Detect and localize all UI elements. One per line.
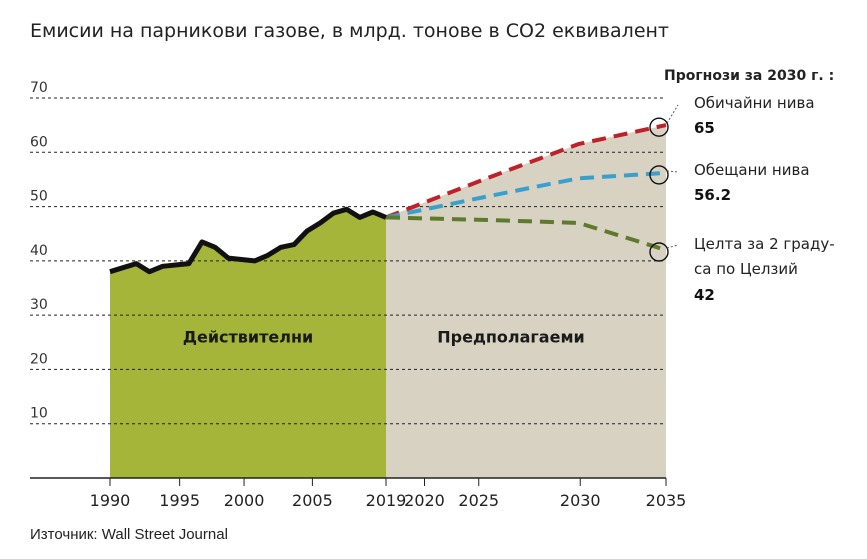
actual-layer: [109, 206, 387, 275]
projection-label: Обичайни нива: [694, 94, 815, 112]
projection-line: [385, 170, 667, 220]
projection-label: Целта за 2 граду-: [694, 235, 835, 253]
projection-line: [385, 123, 667, 220]
x-tick-label: 2019: [366, 491, 407, 510]
actual-line: [109, 206, 387, 275]
projection-label: Обещани нива: [694, 161, 810, 179]
projection-line: [385, 215, 667, 252]
callout-layer: Прогнози за 2030 г. : Обичайни нива 65 Обещ…: [649, 68, 835, 304]
projection-layer: [385, 123, 667, 252]
chart-title: Емисии на парникови газове, в млрд. тоно…: [30, 20, 669, 42]
leader-line: [666, 244, 679, 249]
x-tick-label: 1995: [159, 491, 200, 510]
y-tick-label: 30: [30, 297, 48, 313]
region-label-forecast: Предполагаеми: [437, 327, 584, 346]
endpoint-circle: [649, 242, 669, 262]
projection-label: са по Целзий: [694, 260, 798, 278]
y-tick-label: 10: [30, 406, 48, 422]
x-tick-label: 2020: [404, 491, 445, 510]
region-label-actual: Действителни: [183, 327, 314, 346]
region-actual: [110, 209, 386, 479]
x-tick-label: 2000: [224, 491, 265, 510]
y-tick-label: 50: [30, 189, 48, 205]
region-layer: [110, 125, 666, 479]
projection-value: 65: [694, 119, 715, 137]
y-tick-labels: 70 60 50 40 30 20 10: [30, 80, 48, 422]
x-tick-label: 2030: [560, 491, 601, 510]
region-labels: Действителни Предполагаеми: [183, 327, 585, 346]
endpoint-circle: [649, 165, 669, 185]
y-tick-label: 20: [30, 351, 48, 367]
x-tick-label: 2025: [458, 491, 499, 510]
forecast-header: Прогнози за 2030 г. :: [664, 68, 834, 84]
y-tick-label: 70: [30, 80, 48, 96]
projection-value: 56.2: [694, 186, 731, 204]
x-tick-label: 2005: [292, 491, 333, 510]
y-tick-label: 60: [30, 134, 48, 150]
y-tick-label: 40: [30, 243, 48, 259]
x-tick-label: 1990: [90, 491, 131, 510]
leader-line: [666, 104, 679, 124]
projection-value: 42: [694, 286, 715, 304]
region-forecast: [386, 125, 666, 478]
leader-line: [666, 170, 679, 173]
endpoint-circle: [649, 117, 669, 137]
x-tick-label: 2035: [646, 491, 687, 510]
source-note: Източник: Wall Street Journal: [30, 526, 228, 543]
